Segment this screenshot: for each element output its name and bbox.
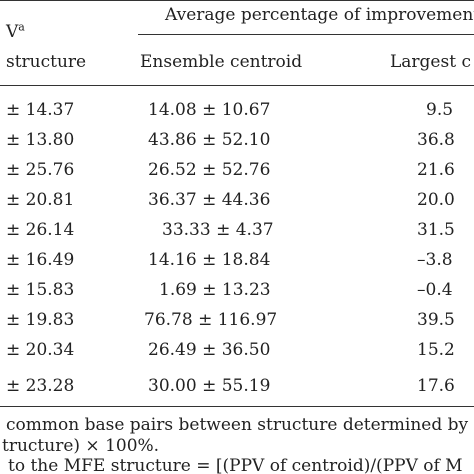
- table-cell: 26.52 ± 52.76: [148, 160, 271, 180]
- column-header-ensemble-centroid: Ensemble centroid: [140, 52, 303, 72]
- table-cell: 30.00 ± 55.19: [148, 376, 271, 396]
- table-cell: 17.6: [417, 376, 455, 396]
- header-bottom-rule: [0, 85, 474, 86]
- table-cell: ± 26.14: [6, 220, 75, 240]
- table-cell: ± 13.80: [6, 130, 75, 150]
- table-cell: ± 15.83: [6, 280, 75, 300]
- table-cell: ± 20.34: [6, 340, 75, 360]
- table-cell: 36.37 ± 44.36: [148, 190, 271, 210]
- table-cell: 15.2: [417, 340, 455, 360]
- table-cell: –0.4: [417, 280, 453, 300]
- table-cell: ± 25.76: [6, 160, 75, 180]
- column-header-ppv: Va: [6, 20, 25, 42]
- table-top-rule: [0, 0, 474, 1]
- table-cell: ± 19.83: [6, 310, 75, 330]
- column-header-structure: structure: [6, 52, 87, 72]
- table-cell: 21.6: [417, 160, 455, 180]
- table-cell: 31.5: [417, 220, 455, 240]
- table-cell: 39.5: [417, 310, 455, 330]
- group-header-improvement: Average percentage of improvement: [165, 5, 474, 25]
- table-cell: 14.16 ± 18.84: [148, 250, 271, 270]
- table-cell: ± 23.28: [6, 376, 75, 396]
- footnote-line: to the MFE structure = [(PPV of centroid…: [8, 456, 463, 474]
- table-cell: ± 20.81: [6, 190, 75, 210]
- group-header-rule: [138, 34, 474, 35]
- footnote-line: tructure) × 100%.: [2, 436, 160, 456]
- table-cell: 1.69 ± 13.23: [159, 280, 271, 300]
- table-bottom-rule: [0, 406, 474, 407]
- table-cell: ± 14.37: [6, 100, 75, 120]
- table-cell: 26.49 ± 36.50: [148, 340, 271, 360]
- table-cell: 20.0: [417, 190, 455, 210]
- column-header-largest-cluster: Largest c: [390, 52, 471, 72]
- table-cell: 33.33 ± 4.37: [162, 220, 274, 240]
- table-cell: 43.86 ± 52.10: [148, 130, 271, 150]
- table-cell: 36.8: [417, 130, 455, 150]
- table-cell: 76.78 ± 116.97: [144, 310, 278, 330]
- table-cell: 14.08 ± 10.67: [148, 100, 271, 120]
- table-cell: ± 16.49: [6, 250, 75, 270]
- table-cell: –3.8: [417, 250, 453, 270]
- footnote-line: common base pairs between structure dete…: [6, 415, 469, 435]
- table-cell: 9.5: [426, 100, 454, 120]
